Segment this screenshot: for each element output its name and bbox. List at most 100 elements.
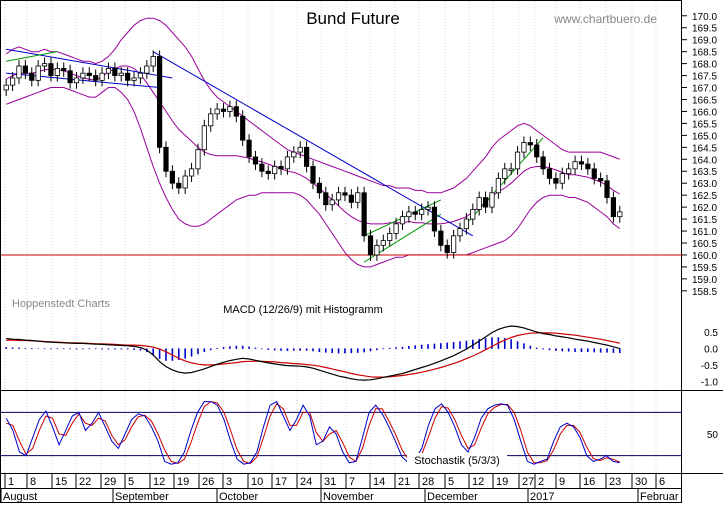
macd-tick-label: 0.0 [704, 344, 718, 355]
price-tick-label: 163.0 [692, 179, 717, 190]
candle [476, 197, 482, 210]
stochastic-k-line [5, 400, 620, 465]
date-tick-label: 21 [398, 476, 410, 488]
price-tick-label: 164.0 [692, 155, 717, 166]
date-tick-label: 12 [472, 476, 484, 488]
candle [540, 156, 546, 170]
candle [16, 65, 22, 79]
candle [323, 192, 329, 206]
candle [278, 166, 284, 170]
candle [208, 113, 214, 127]
bollinger-upper-band [5, 17, 620, 194]
price-tick-label: 166.5 [692, 95, 717, 106]
candle [105, 68, 112, 74]
candle [22, 65, 28, 74]
price-tick-label: 167.0 [692, 84, 717, 95]
candle [195, 149, 201, 170]
candle [3, 84, 9, 91]
candle [176, 182, 182, 189]
candle [125, 72, 131, 81]
candle [201, 125, 207, 151]
macd-tick-label: -0.5 [701, 361, 719, 372]
candle [374, 244, 380, 256]
price-tick-label: 162.5 [692, 191, 717, 202]
date-tick-label: 17 [275, 476, 287, 488]
month-label: September [115, 491, 169, 503]
candle [482, 197, 489, 208]
date-tick-label: 12 [153, 476, 165, 488]
candle [367, 235, 374, 256]
date-tick-label: 27 [522, 476, 534, 488]
date-tick-label: 10 [251, 476, 263, 488]
candle [521, 142, 527, 153]
candle [578, 161, 585, 165]
macd-panel [5, 325, 621, 381]
candle [393, 223, 399, 234]
candle [214, 108, 220, 115]
date-tick-label: 7 [349, 476, 355, 488]
price-tick-label: 161.5 [692, 215, 717, 226]
bollinger-lower-band [6, 87, 621, 268]
price-tick-label: 169.0 [692, 36, 717, 47]
candle [604, 180, 610, 198]
price-tick-label: 165.5 [692, 119, 717, 130]
month-label: Februar [640, 491, 679, 503]
month-label: December [427, 491, 478, 503]
candle [387, 233, 393, 242]
source-label: Hoppenstedt Charts [12, 298, 110, 310]
candle [419, 209, 425, 215]
macd-axis: 0.5 0.0 -0.5 -1.0 [701, 328, 719, 389]
candle [233, 106, 239, 117]
candle [425, 206, 431, 210]
date-tick-label: 23 [609, 476, 621, 488]
candle [451, 235, 457, 253]
candle [534, 144, 540, 158]
watermark: www.chartbuero.de [553, 12, 657, 26]
macd-signal-line [6, 332, 620, 378]
candle [80, 72, 86, 79]
candle [144, 65, 150, 74]
candle [572, 161, 578, 170]
date-tick-label: 15 [55, 476, 67, 488]
candle [431, 206, 438, 232]
date-tick-label: 14 [373, 476, 385, 488]
date-tick-label: 26 [202, 476, 214, 488]
candle [246, 139, 252, 158]
candle [489, 192, 495, 208]
candle [252, 156, 259, 165]
candle [259, 163, 265, 172]
candle [67, 70, 73, 84]
macd-line [6, 325, 620, 381]
candle [272, 166, 278, 175]
candle [438, 230, 444, 246]
candle [412, 211, 418, 215]
candle [112, 68, 118, 76]
candle [137, 72, 144, 79]
candle [240, 115, 246, 141]
candle [93, 75, 99, 81]
candle [559, 173, 565, 184]
price-tick-label: 170.0 [692, 12, 717, 23]
date-tick-label: 5 [448, 476, 454, 488]
candle [495, 178, 501, 194]
price-tick-label: 165.0 [692, 131, 717, 142]
month-label: November [323, 491, 374, 503]
candle [463, 218, 470, 230]
candle [220, 108, 227, 112]
stochastic-d-line [6, 401, 620, 465]
price-tick-label: 167.5 [692, 72, 717, 83]
macd-tick-label: 0.5 [704, 328, 718, 339]
candle [566, 168, 572, 175]
candle [310, 166, 316, 184]
candle [73, 77, 80, 84]
date-tick-label: 5 [128, 476, 134, 488]
candle [118, 72, 124, 76]
candle [527, 142, 533, 146]
candle [406, 211, 412, 218]
date-tick-label: 31 [324, 476, 336, 488]
price-axis: 170.0169.5169.0168.5168.0167.5167.0166.5… [682, 12, 717, 298]
candle [585, 163, 591, 170]
candle [131, 77, 137, 81]
candle [156, 56, 163, 148]
